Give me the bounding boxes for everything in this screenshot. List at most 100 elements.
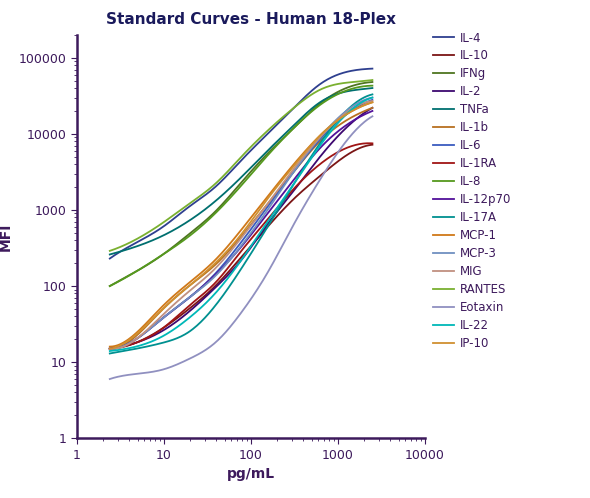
- IL-1RA: [365, 140, 372, 146]
- IL-17A: [369, 92, 376, 98]
- MCP-3: [118, 344, 125, 350]
- IL-6: [107, 346, 114, 352]
- IFNg: [117, 277, 124, 283]
- IL-8: [369, 83, 376, 89]
- MCP-1: [176, 287, 183, 293]
- TNFa: [346, 88, 353, 94]
- IFNg: [346, 84, 353, 90]
- IL-1b: [156, 309, 163, 315]
- Line: IL-1b: IL-1b: [110, 108, 372, 349]
- IL-2: [369, 105, 376, 111]
- IL-12p70: [106, 346, 113, 352]
- IFNg: [122, 274, 129, 280]
- MCP-3: [107, 346, 114, 352]
- MIG: [369, 98, 376, 104]
- IL-4: [356, 67, 363, 73]
- IL-10: [106, 346, 113, 352]
- IL-2: [122, 343, 129, 349]
- MIG: [348, 106, 355, 112]
- IFNg: [176, 239, 183, 245]
- IL-12p70: [178, 301, 185, 307]
- TNFa: [117, 249, 124, 254]
- IP-10: [155, 310, 162, 316]
- IFNg: [106, 283, 113, 289]
- IL-4: [346, 68, 353, 74]
- Eotaxin: [356, 124, 363, 129]
- IL-22: [117, 347, 124, 353]
- IL-2: [106, 346, 113, 352]
- IL-2: [356, 114, 363, 120]
- Line: IL-12p70: IL-12p70: [110, 111, 372, 349]
- Line: RANTES: RANTES: [110, 80, 372, 251]
- IL-10: [369, 142, 376, 148]
- TNFa: [176, 224, 183, 230]
- IL-1RA: [155, 328, 162, 334]
- IL-10: [346, 150, 353, 156]
- MIG: [106, 346, 113, 352]
- Legend: IL-4, IL-10, IFNg, IL-2, TNFa, IL-1b, IL-6, IL-1RA, IL-8, IL-12p70, IL-17A, MCP-: IL-4, IL-10, IFNg, IL-2, TNFa, IL-1b, IL…: [428, 27, 516, 355]
- TNFa: [369, 85, 376, 91]
- IL-1b: [357, 110, 364, 116]
- IL-8: [155, 254, 162, 260]
- IL-17A: [356, 97, 363, 103]
- RANTES: [122, 242, 129, 248]
- IL-12p70: [107, 346, 114, 352]
- IL-2: [176, 316, 183, 322]
- IL-10: [356, 145, 363, 151]
- Line: MIG: MIG: [110, 101, 372, 349]
- IL-1b: [123, 340, 130, 346]
- IP-10: [346, 109, 353, 115]
- IL-4: [122, 246, 129, 251]
- IL-1RA: [117, 344, 124, 350]
- Line: MCP-1: MCP-1: [110, 102, 372, 347]
- RANTES: [155, 223, 162, 229]
- IL-8: [106, 283, 113, 289]
- RANTES: [356, 79, 363, 85]
- Eotaxin: [176, 361, 183, 367]
- RANTES: [106, 248, 113, 254]
- Line: IL-1RA: IL-1RA: [110, 143, 372, 349]
- IL-1b: [106, 346, 113, 352]
- MCP-1: [122, 338, 129, 344]
- MCP-1: [117, 341, 124, 347]
- MIG: [178, 295, 185, 301]
- IL-12p70: [123, 342, 130, 348]
- MIG: [357, 101, 364, 107]
- MCP-1: [346, 109, 353, 115]
- IL-8: [356, 84, 363, 90]
- Eotaxin: [106, 376, 113, 382]
- IL-6: [118, 344, 125, 350]
- IL-6: [123, 342, 130, 348]
- IL-12p70: [348, 119, 355, 125]
- RANTES: [346, 79, 353, 85]
- IL-4: [117, 249, 124, 254]
- Line: IFNg: IFNg: [110, 82, 372, 286]
- IL-1b: [107, 346, 114, 352]
- IL-2: [117, 344, 124, 350]
- IL-4: [106, 255, 113, 261]
- MCP-3: [348, 104, 355, 110]
- IFNg: [155, 254, 162, 260]
- IL-2: [346, 122, 353, 127]
- IL-4: [176, 211, 183, 217]
- Line: IL-10: IL-10: [110, 145, 372, 349]
- RANTES: [369, 77, 376, 83]
- IL-17A: [155, 341, 162, 347]
- IL-1RA: [106, 346, 113, 352]
- Line: IL-6: IL-6: [110, 100, 372, 349]
- MCP-1: [155, 307, 162, 313]
- MCP-3: [156, 318, 163, 324]
- IP-10: [369, 99, 376, 105]
- TNFa: [356, 87, 363, 93]
- IL-1RA: [176, 311, 183, 317]
- IP-10: [356, 105, 363, 111]
- IL-1b: [118, 343, 125, 349]
- IL-8: [117, 277, 124, 283]
- MCP-3: [106, 346, 113, 352]
- X-axis label: pg/mL: pg/mL: [227, 467, 275, 481]
- MCP-3: [357, 99, 364, 105]
- MIG: [156, 315, 163, 321]
- MIG: [123, 342, 130, 348]
- RANTES: [176, 208, 183, 214]
- IL-12p70: [369, 108, 376, 114]
